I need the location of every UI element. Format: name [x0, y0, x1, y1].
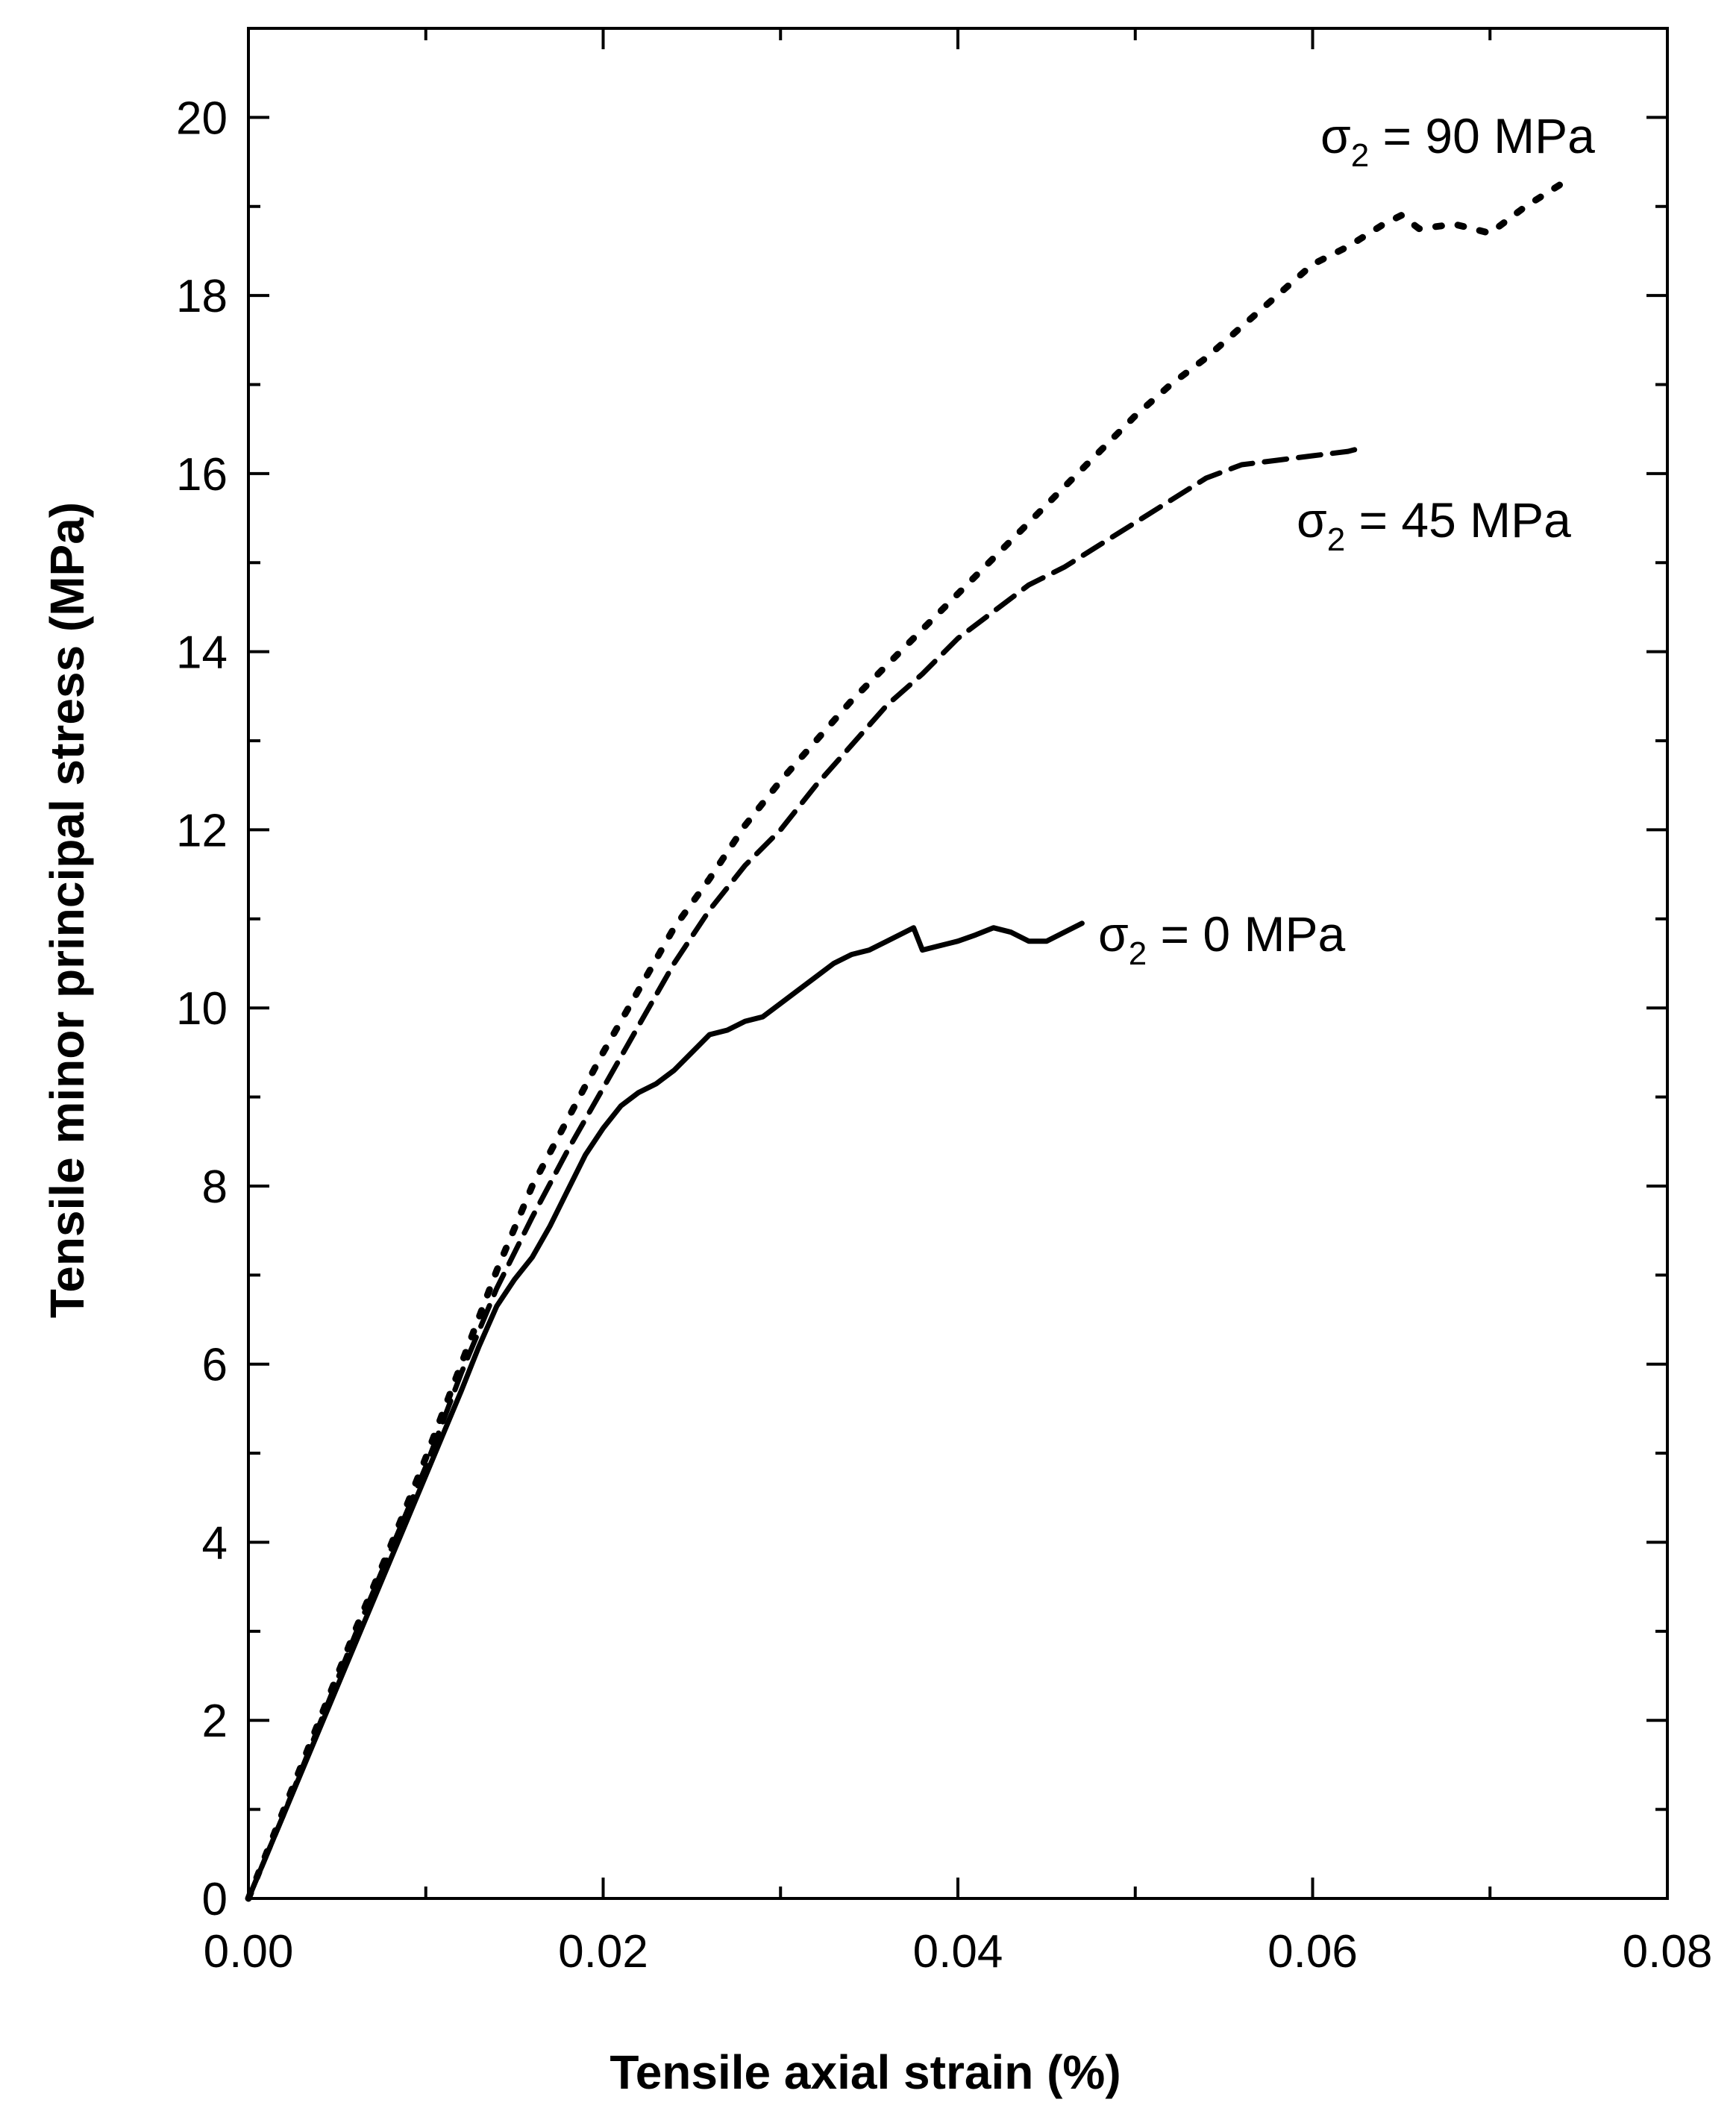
tick-labels: 0.00 0.02 0.04 0.06 0.08 0 2 4 6 8 10 12 14 16 18 20 — [176, 92, 1712, 1978]
y-tick-label: 8 — [202, 1161, 228, 1213]
data-series — [245, 181, 1564, 1902]
series-label-subscript: 2 — [1327, 521, 1345, 558]
series-line-dashed — [245, 444, 1369, 1901]
y-tick-label: 10 — [176, 983, 228, 1035]
y-tick-label: 18 — [176, 271, 228, 322]
series-line-solid — [245, 921, 1085, 1901]
series-label-text: = 0 MPa — [1147, 906, 1345, 962]
series-label-text: = 90 MPa — [1369, 108, 1595, 163]
y-tick-label: 6 — [202, 1340, 228, 1391]
series-label: σ2 = 90 MPa — [1320, 108, 1595, 174]
series-label-subscript: 2 — [1129, 935, 1147, 972]
y-tick-label: 16 — [176, 449, 228, 501]
y-tick-label: 20 — [176, 92, 228, 144]
series-label-symbol: σ — [1098, 906, 1129, 962]
axis-ticks — [247, 27, 1669, 1900]
y-tick-label: 12 — [176, 805, 228, 856]
y-tick-label: 4 — [202, 1517, 228, 1569]
series-label-symbol: σ — [1297, 492, 1327, 548]
x-tick-label: 0.00 — [204, 1926, 294, 1978]
x-tick-label: 0.06 — [1267, 1926, 1358, 1978]
x-tick-label: 0.02 — [558, 1926, 648, 1978]
series-label-symbol: σ — [1320, 108, 1351, 163]
series-label-text: = 45 MPa — [1345, 492, 1571, 548]
x-tick-label: 0.04 — [913, 1926, 1003, 1978]
series-label: σ2 = 0 MPa — [1098, 906, 1345, 972]
y-tick-label: 0 — [202, 1874, 228, 1925]
series-label-subscript: 2 — [1351, 137, 1369, 174]
series-label: σ2 = 45 MPa — [1297, 492, 1571, 558]
series-line-dotted — [245, 181, 1564, 1902]
y-tick-label: 2 — [202, 1696, 228, 1747]
y-axis-title: Tensile minor principal stress (MPa) — [40, 502, 94, 1318]
x-axis-title: Tensile axial strain (%) — [610, 2045, 1121, 2099]
y-tick-label: 14 — [176, 627, 228, 679]
x-tick-label: 0.08 — [1623, 1926, 1713, 1978]
